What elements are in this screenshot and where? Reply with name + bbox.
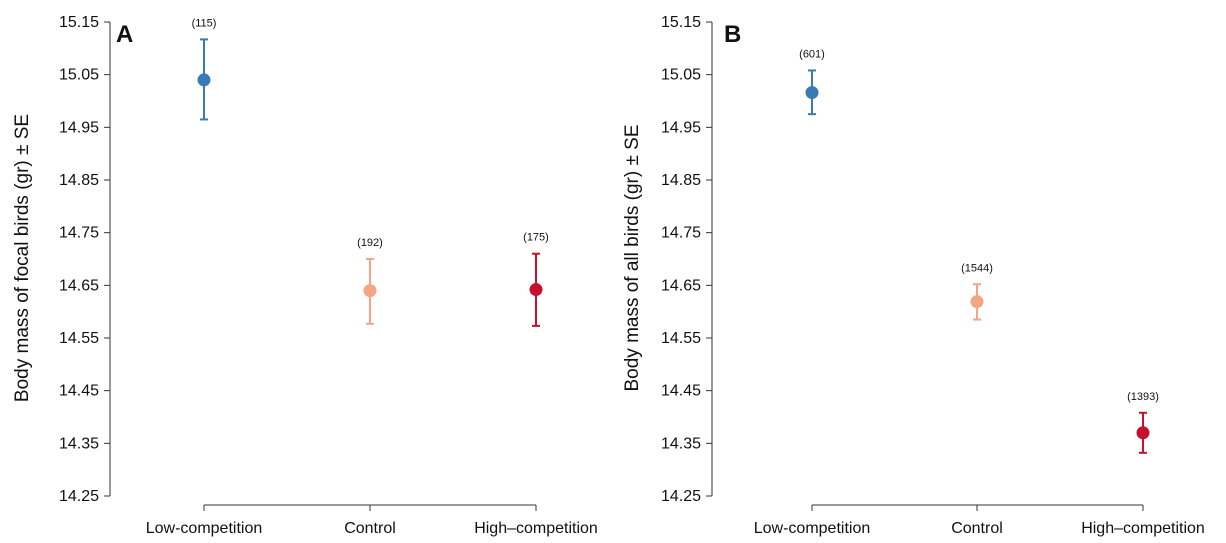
panel-b-y-tick-label: 14.45: [661, 383, 701, 400]
panel-b-y-tick-label: 14.75: [661, 225, 701, 242]
panel-b-y-tick-label: 14.35: [661, 435, 701, 452]
panel-a-y-tick-label: 14.65: [59, 277, 99, 294]
panel-b-y-tick-label: 14.95: [661, 119, 701, 136]
panel-b-mean-point: [970, 295, 984, 309]
panel-a-sample-size-label: (115): [192, 17, 217, 29]
panel-a-letter: A: [116, 21, 133, 48]
panel-b-x-tick-label: High–competition: [1081, 520, 1205, 537]
panel-a-x-tick-label: Control: [344, 520, 396, 537]
panel-a-y-tick-label: 14.95: [59, 119, 99, 136]
panel-a-y-tick-label: 14.85: [59, 172, 99, 189]
panel-b-y-tick-label: 14.55: [661, 330, 701, 347]
panel-b-x-tick-label: Low-competition: [754, 520, 871, 537]
panel-b-y-tick-label: 15.05: [661, 67, 701, 84]
panel-a-x-tick-label: Low-competition: [146, 520, 263, 537]
panel-a-y-tick-label: 15.05: [59, 67, 99, 84]
panel-b-sample-size-label: (601): [799, 48, 825, 60]
panel-b-mean-point: [1136, 426, 1150, 440]
panel-a-x-tick-label: High–competition: [474, 520, 598, 537]
panel-a-y-tick-label: 14.75: [59, 225, 99, 242]
panel-a-sample-size-label: (192): [357, 237, 383, 249]
panel-a-y-tick-label: 15.15: [59, 14, 99, 31]
panel-b-y-tick-label: 14.25: [661, 488, 701, 505]
panel-a-y-tick-label: 14.45: [59, 383, 99, 400]
panel-b-mean-point: [805, 86, 819, 100]
panel-a-sample-size-label: (175): [523, 232, 549, 244]
panel-a-mean-point: [197, 73, 211, 87]
panel-b-y-tick-label: 15.15: [661, 14, 701, 31]
panel-b-sample-size-label: (1544): [961, 262, 993, 274]
panel-b-letter: B: [724, 21, 741, 48]
panel-a-mean-point: [529, 283, 543, 297]
panel-a-y-tick-label: 14.25: [59, 488, 99, 505]
panel-b-y-axis-label: Body mass of all birds (gr) ± SE: [622, 124, 643, 391]
panel-b-x-tick-label: Control: [951, 520, 1003, 537]
panel-a-y-tick-label: 14.55: [59, 330, 99, 347]
panel-a-y-tick-label: 14.35: [59, 435, 99, 452]
panel-a-y-axis-label: Body mass of focal birds (gr) ± SE: [12, 114, 33, 402]
panel-a-mean-point: [363, 284, 377, 298]
panel-b-y-tick-label: 14.85: [661, 172, 701, 189]
panel-b-y-tick-label: 14.65: [661, 277, 701, 294]
panel-b-sample-size-label: (1393): [1127, 391, 1159, 403]
